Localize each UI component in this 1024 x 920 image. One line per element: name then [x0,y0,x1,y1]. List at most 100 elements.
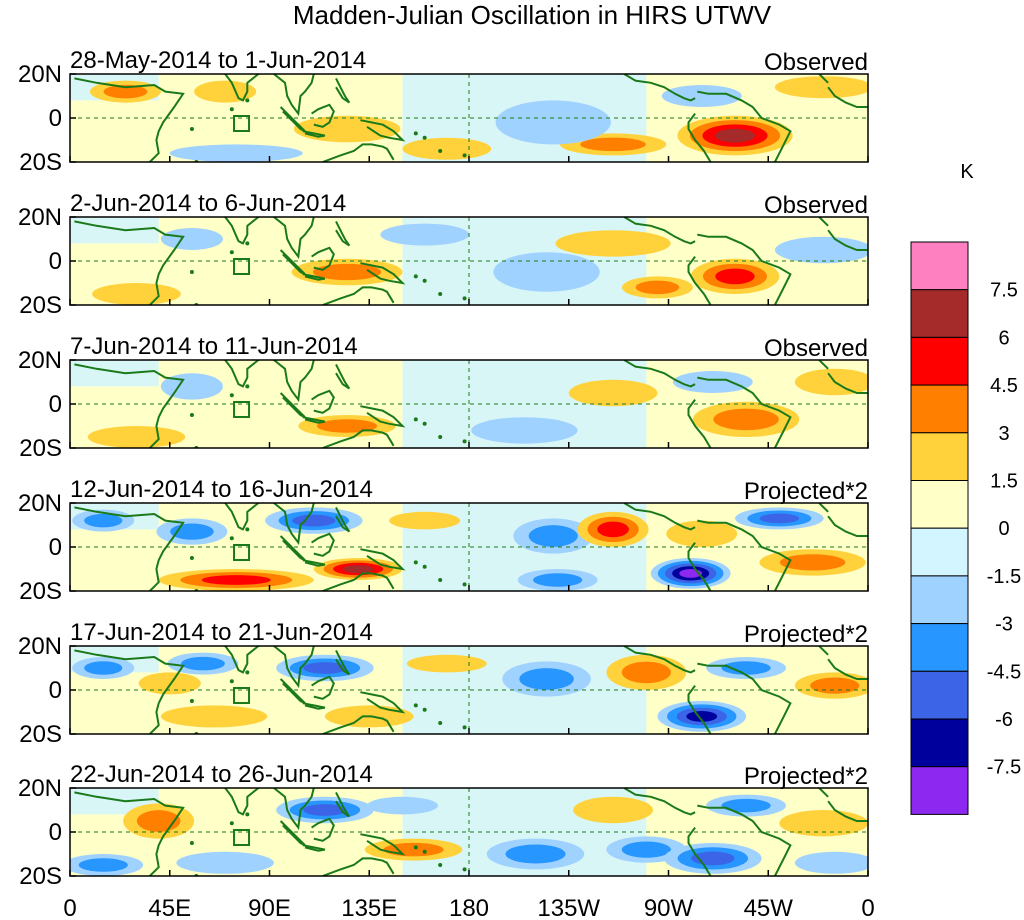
contour-level [471,417,578,444]
anomaly-feature [293,115,401,143]
y-tick-label: 20N [18,61,62,88]
y-tick-label: 0 [49,391,62,418]
coastline [360,262,406,285]
anomaly-feature [706,794,786,817]
contour-level [312,263,382,281]
anomaly-feature [774,236,868,264]
coastline [302,416,326,424]
contour-level [810,677,860,694]
contour-level [555,230,671,257]
colorbar-label: 3 [998,423,1009,445]
coastline [687,256,712,305]
y-tick-label: 0 [49,248,62,275]
coastlines [74,217,868,305]
coastline [273,788,315,831]
coastline [74,649,185,734]
contour-level [621,661,671,684]
coastline [818,360,829,370]
island [438,149,443,153]
coastline [623,646,696,674]
panel-period: 12-Jun-2014 to 16-Jun-2014 [70,476,373,503]
colorbar: K 7.5 6 4.5 3 1.5 0 -1.5 -3 -4.5 -6 -7.5 [910,161,1021,815]
colorbar-units: K [960,161,974,183]
anomaly-feature [380,223,469,246]
colorbar-label: 1.5 [990,471,1018,493]
anomaly-feature [160,705,268,728]
coastline [827,372,868,394]
anomaly-band [70,217,159,244]
anomaly-feature [138,672,201,695]
anomaly-feature [176,851,274,874]
island [229,821,234,826]
panel-3: 20N 0 20S 7-Jun-2014 to 11-Jun-2014 Observed [18,333,869,462]
anomaly-feature [794,851,868,874]
contour-level [533,573,583,587]
contour-level [160,373,223,400]
contour-level [176,851,274,874]
contour-level [84,661,123,675]
reference-box [233,401,251,418]
coastline [311,103,335,128]
anomaly-feature [794,368,868,396]
contour-fill [70,74,868,162]
colorbar-swatch [910,527,969,577]
anomaly-feature [158,569,314,591]
anomaly-feature [194,80,257,103]
panel-2: 20N 0 20S 2-Jun-2014 to 6-Jun-2014 Observed [18,190,869,319]
island [413,417,418,422]
anomaly-feature [513,518,594,554]
contour-level [519,668,574,690]
colorbar-label: 0 [998,518,1009,540]
colorbar-label: 6 [998,327,1009,349]
island [438,721,443,725]
island [229,250,234,255]
island [245,527,250,532]
contour-level [721,661,771,675]
coastline [827,515,868,537]
anomaly-feature [70,854,144,876]
y-tick-label: 20S [19,435,62,462]
contour-level [406,654,487,673]
coastline [827,658,868,680]
anomaly-feature [692,401,800,437]
contour-level [686,711,718,722]
coastline [302,130,326,138]
y-tick-label: 20S [19,721,62,748]
x-tick-label: 135E [341,895,397,920]
island [245,241,250,246]
coastline [222,360,261,388]
island [413,560,418,565]
colorbar-swatch [910,718,969,768]
colorbar-label: -4.5 [987,661,1021,683]
panel-4: 20N 0 20S 12-Jun-2014 to 16-Jun-2014 Project… [18,476,869,605]
colorbar-swatch [910,432,969,481]
panel-period: 22-Jun-2014 to 26-Jun-2014 [70,761,373,788]
anomaly-feature [606,836,687,863]
contour-level [635,280,680,295]
coastline [222,74,261,102]
anomaly-feature [367,796,438,815]
anomaly-feature [167,652,239,675]
panel-type: Projected*2 [744,621,868,648]
contour-level [201,575,271,585]
x-axis-labels: 0 45E 90E 135E 180 135W 90W 45W 0 [63,895,874,920]
contour-level [597,521,629,538]
colorbar-label: 7.5 [990,280,1018,302]
coastlines [74,74,868,162]
island [189,127,194,131]
colorbar-swatch [910,289,969,338]
anomaly-feature [389,511,461,530]
anomaly-feature [502,661,591,697]
island [438,292,443,296]
contour-level [380,223,469,246]
anomaly-feature [486,838,585,870]
anomaly-feature [160,228,223,250]
anomaly-feature [92,283,181,305]
coastline [273,74,315,117]
coastline [697,90,792,162]
coastline [623,217,696,245]
coastline [335,220,351,247]
coastline [311,246,335,271]
